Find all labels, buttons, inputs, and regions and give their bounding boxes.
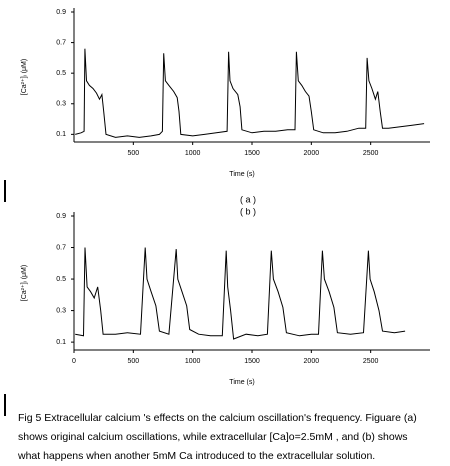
y-axis-label: [Ca²⁺]ᵢ (μM) [21, 59, 28, 95]
x-tick-label: 2000 [304, 358, 320, 365]
x-tick-label: 2000 [304, 150, 320, 157]
caption-line: what happens when another 5mM Ca introdu… [17, 450, 375, 462]
subtitle: ( a ) [240, 194, 256, 204]
margin-bar [4, 180, 6, 202]
x-tick-label: 1000 [185, 358, 201, 365]
x-tick-label: 2500 [363, 150, 379, 157]
y-tick-label: 0.9 [56, 213, 66, 220]
x-axis-label: Time (s) [229, 379, 254, 386]
trace [75, 48, 425, 138]
caption-line: Fig 5 Extracellular calcium 's effects o… [18, 412, 417, 424]
y-tick-label: 0.3 [56, 307, 66, 314]
x-tick-label: 2500 [363, 358, 379, 365]
x-tick-label: 500 [127, 150, 139, 157]
y-tick-label: 0.3 [56, 101, 66, 108]
x-tick-label: 0 [72, 358, 76, 365]
y-tick-label: 0.5 [56, 276, 66, 283]
y-tick-label: 0.7 [56, 39, 66, 46]
caption-line: shows original calcium oscillations, whi… [18, 431, 408, 443]
x-tick-label: 500 [127, 358, 139, 365]
y-tick-label: 0.5 [56, 70, 66, 77]
y-tick-label: 0.9 [56, 9, 66, 16]
x-tick-label: 1000 [185, 150, 201, 157]
x-axis-label: Time (s) [229, 171, 254, 178]
y-tick-label: 0.1 [56, 339, 66, 346]
trace [75, 247, 406, 340]
x-tick-label: 1500 [244, 150, 260, 157]
subtitle: ( b ) [240, 206, 256, 216]
margin-bar [4, 394, 6, 416]
y-tick-label: 0.1 [56, 131, 66, 138]
x-tick-label: 1500 [244, 358, 260, 365]
y-tick-label: 0.7 [56, 244, 66, 251]
y-axis-label: [Ca²⁺]ᵢ (μM) [21, 265, 28, 301]
